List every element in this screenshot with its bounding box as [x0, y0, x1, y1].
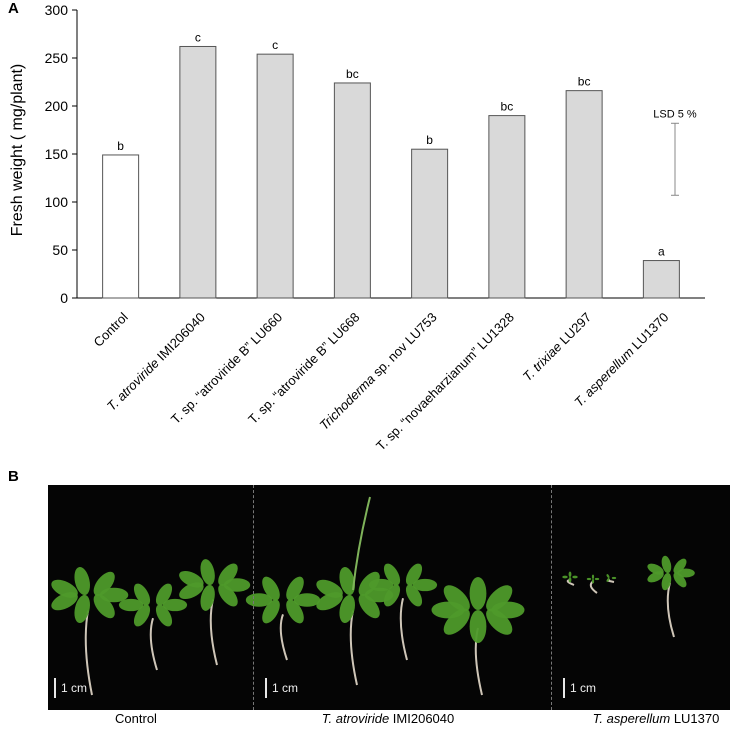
data-label: bc — [501, 100, 514, 114]
scale-bar: 1 cm — [265, 678, 298, 698]
y-tick-label: 0 — [60, 290, 68, 306]
bar — [333, 82, 371, 299]
plant-photo-panel: 1 cm 1 cm 1 cm — [48, 485, 730, 710]
bar — [256, 53, 294, 299]
data-label: c — [195, 30, 201, 44]
bar — [565, 90, 603, 299]
scale-bar: 1 cm — [563, 678, 596, 698]
lsd-label: LSD 5 % — [653, 108, 697, 120]
bar — [488, 115, 526, 299]
y-tick-label: 200 — [45, 98, 69, 114]
y-tick-label: 150 — [45, 146, 69, 162]
atroviride-plants-icon — [245, 496, 525, 696]
y-tick-label: 100 — [45, 194, 69, 210]
lsd-error-bar: LSD 5 % — [653, 108, 697, 196]
y-axis-label: Fresh weight ( mg/plant) — [9, 64, 26, 237]
bar — [411, 148, 449, 299]
bar — [102, 154, 140, 299]
data-label: bc — [578, 75, 591, 89]
panel-b-label: B — [8, 468, 19, 485]
panel-a-label: A — [8, 0, 19, 17]
data-label: bc — [346, 67, 359, 81]
scale-bar-label: 1 cm — [570, 681, 597, 695]
data-label: c — [272, 38, 278, 52]
caption-atroviride: T. atroviride IMI206040 — [321, 711, 455, 726]
x-tick-label: Control — [90, 309, 130, 349]
y-tick-label: 250 — [45, 50, 69, 66]
asperellum-plants-icon — [562, 555, 695, 638]
x-tick-label: T. trixiae LU297 — [520, 310, 595, 385]
control-plants-icon — [51, 559, 251, 696]
data-label: b — [117, 139, 124, 153]
y-axis: 0 50 100 150 200 250 300 — [45, 2, 705, 306]
caption-control: Control — [115, 711, 157, 726]
x-tick-label: T. sp. “novaeharzianum” LU1328 — [373, 310, 517, 454]
bar — [642, 260, 680, 299]
y-tick-label: 50 — [52, 242, 68, 258]
plant-photo — [51, 496, 695, 696]
scale-bar: 1 cm — [54, 678, 87, 698]
scale-bar-label: 1 cm — [61, 681, 88, 695]
photo-divider — [253, 485, 254, 710]
data-label: a — [658, 245, 665, 259]
bar — [179, 45, 217, 299]
caption-asperellum: T. asperellum LU1370 — [592, 711, 720, 726]
photo-divider — [551, 485, 552, 710]
scale-bar-label: 1 cm — [272, 681, 299, 695]
y-tick-label: 300 — [45, 2, 69, 18]
data-label: b — [426, 133, 433, 147]
